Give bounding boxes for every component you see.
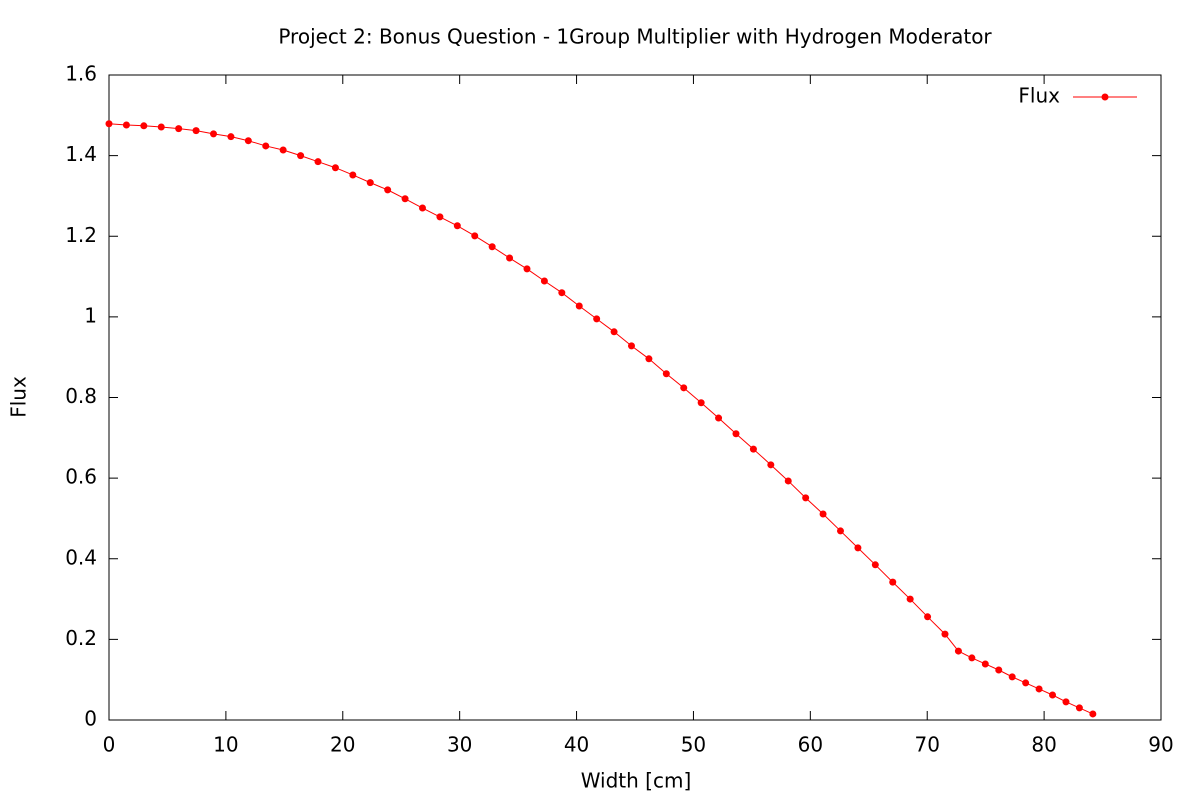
data-point xyxy=(314,158,322,166)
data-point xyxy=(749,445,757,453)
data-point xyxy=(575,302,583,310)
data-point xyxy=(627,342,635,350)
data-point xyxy=(418,204,426,212)
x-tick-label: 90 xyxy=(1148,733,1173,757)
legend-marker xyxy=(1101,93,1109,101)
data-point xyxy=(1049,691,1057,699)
data-point xyxy=(453,222,461,230)
legend-label: Flux xyxy=(1018,84,1060,108)
y-tick-label: 0.2 xyxy=(65,626,97,650)
data-point xyxy=(488,243,496,251)
y-tick-label: 1.4 xyxy=(65,142,97,166)
data-point xyxy=(802,494,810,502)
data-point xyxy=(279,146,287,154)
data-point xyxy=(1075,704,1083,712)
data-point xyxy=(471,232,479,240)
y-tick-label: 0.4 xyxy=(65,545,97,569)
data-point xyxy=(1022,679,1030,687)
data-point xyxy=(981,660,989,668)
plot-frame xyxy=(108,74,1162,721)
data-point xyxy=(593,315,601,323)
y-tick-label: 1.6 xyxy=(65,62,97,86)
data-point xyxy=(105,120,113,128)
data-point xyxy=(140,122,148,130)
x-tick-label: 60 xyxy=(798,733,823,757)
data-point xyxy=(968,654,976,662)
flux-line xyxy=(108,123,1094,715)
data-point xyxy=(941,630,949,638)
data-point xyxy=(192,127,200,135)
data-point xyxy=(366,179,374,187)
x-tick-label: 80 xyxy=(1031,733,1056,757)
x-tick-label: 40 xyxy=(564,733,589,757)
chart-title: Project 2: Bonus Question - 1Group Multi… xyxy=(278,25,992,49)
y-tick-label: 0.8 xyxy=(65,384,97,408)
y-tick-label: 0.6 xyxy=(65,465,97,489)
data-point xyxy=(401,195,409,203)
data-point xyxy=(384,186,392,194)
data-point xyxy=(331,164,339,172)
y-tick-label: 1 xyxy=(84,303,97,327)
data-point xyxy=(523,265,531,273)
data-point xyxy=(157,123,165,131)
data-point xyxy=(767,461,775,469)
data-point xyxy=(506,254,514,262)
data-point xyxy=(889,578,897,586)
data-point xyxy=(558,289,566,297)
x-axis-label: Width [cm] xyxy=(581,769,692,793)
data-point xyxy=(349,171,357,179)
data-point xyxy=(1035,685,1043,693)
data-point xyxy=(610,328,618,336)
data-point xyxy=(954,647,962,655)
data-point xyxy=(995,666,1003,674)
data-point xyxy=(227,133,235,141)
x-tick-label: 30 xyxy=(447,733,472,757)
y-tick-label: 0 xyxy=(84,707,97,731)
data-point xyxy=(697,399,705,407)
x-tick-label: 20 xyxy=(330,733,355,757)
x-tick-label: 50 xyxy=(681,733,706,757)
data-point xyxy=(732,430,740,438)
data-point xyxy=(262,142,270,150)
data-point xyxy=(209,130,217,138)
data-point xyxy=(1089,710,1097,718)
data-point xyxy=(244,137,252,145)
data-point xyxy=(715,414,723,422)
data-point xyxy=(924,613,932,621)
data-point xyxy=(906,595,914,603)
data-point xyxy=(540,277,548,285)
x-tick-label: 0 xyxy=(103,733,116,757)
data-point xyxy=(871,561,879,569)
y-axis-label: Flux xyxy=(7,376,31,418)
x-tick-label: 70 xyxy=(914,733,939,757)
data-point xyxy=(854,544,862,552)
data-point xyxy=(1062,698,1070,706)
data-point xyxy=(662,370,670,378)
data-point xyxy=(122,121,130,129)
data-point xyxy=(784,477,792,485)
data-point xyxy=(175,125,183,133)
data-point xyxy=(1008,673,1016,681)
y-tick-label: 1.2 xyxy=(65,223,97,247)
data-point xyxy=(819,510,827,518)
data-point xyxy=(436,213,444,221)
data-point xyxy=(645,355,653,363)
x-tick-label: 10 xyxy=(213,733,238,757)
data-point xyxy=(297,152,305,160)
data-point xyxy=(836,527,844,535)
data-point xyxy=(680,384,688,392)
